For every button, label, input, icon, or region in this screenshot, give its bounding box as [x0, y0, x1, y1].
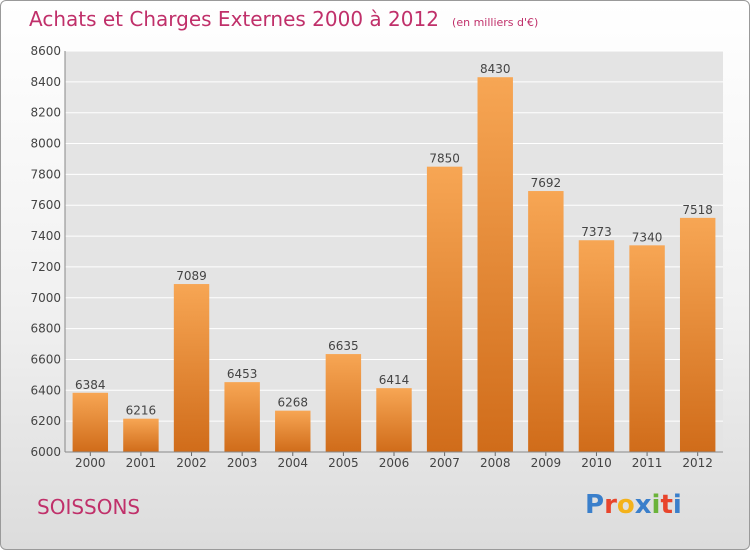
x-tick-label: 2002: [176, 456, 207, 470]
bar-2005: [325, 354, 362, 452]
logo-letter: i: [651, 490, 661, 520]
data-label: 7373: [581, 225, 612, 239]
bar-2000: [72, 392, 109, 452]
chart-unit: (en milliers d'€): [452, 16, 539, 29]
data-label: 6453: [227, 367, 258, 381]
y-tick-label: 8200: [30, 106, 61, 120]
bar-2003: [224, 382, 260, 452]
x-tick-label: 2006: [379, 456, 410, 470]
y-tick-label: 8000: [30, 137, 61, 151]
x-tick-label: 2008: [480, 456, 511, 470]
bar-2004: [275, 410, 311, 452]
y-tick-label: 7200: [30, 260, 61, 274]
logo-letter: x: [634, 490, 652, 520]
chart-header: Achats et Charges Externes 2000 à 2012 (…: [29, 7, 538, 31]
data-label: 6384: [75, 378, 106, 392]
data-label: 7340: [632, 230, 663, 244]
bar-2011: [629, 245, 665, 452]
bar-2007: [426, 166, 463, 452]
bar-2002: [173, 284, 210, 452]
x-tick-label: 2007: [429, 456, 460, 470]
x-tick-label: 2009: [531, 456, 562, 470]
x-tick-label: 2004: [277, 456, 308, 470]
y-tick-label: 7600: [30, 198, 61, 212]
data-label: 7850: [429, 152, 460, 166]
data-label: 6635: [328, 339, 359, 353]
proxiti-logo: Proxiti: [585, 490, 682, 520]
bar-2012: [679, 217, 716, 452]
chart-title: Achats et Charges Externes 2000 à 2012: [29, 7, 439, 31]
bar-2001: [123, 418, 159, 452]
plot-area: 6000 6200 6400 6600 6800 7000 7200 7400 7600 7800…: [30, 44, 723, 470]
x-tick-label: 2011: [632, 456, 663, 470]
logo-letter: P: [585, 490, 605, 520]
y-tick-label: 6200: [30, 414, 61, 428]
y-tick-label: 6000: [30, 445, 61, 459]
y-tick-label: 7400: [30, 229, 61, 243]
y-tick-label: 6600: [30, 352, 61, 366]
x-tick-label: 2005: [328, 456, 359, 470]
y-tick-label: 8600: [30, 44, 61, 58]
bar-2009: [528, 191, 564, 452]
x-tick-label: 2001: [126, 456, 157, 470]
bar-2006: [376, 388, 412, 452]
y-tick-label: 6800: [30, 322, 61, 336]
y-tick-label: 6400: [30, 383, 61, 397]
city-name: SOISSONS: [37, 495, 141, 519]
data-label: 6268: [277, 396, 308, 410]
y-tick-label: 8400: [30, 75, 61, 89]
data-label: 8430: [480, 62, 511, 76]
bar-2010: [578, 240, 615, 452]
y-tick-label: 7000: [30, 291, 61, 305]
y-tick-label: 7800: [30, 167, 61, 181]
logo-letter: r: [604, 490, 617, 520]
x-tick-label: 2010: [581, 456, 612, 470]
logo-letter: i: [672, 490, 682, 520]
logo-letter: o: [616, 490, 635, 520]
data-label: 7518: [682, 203, 713, 217]
data-label: 6414: [379, 373, 410, 387]
data-label: 6216: [126, 404, 157, 418]
data-label: 7692: [531, 176, 562, 190]
x-tick-label: 2012: [682, 456, 713, 470]
logo-letter: t: [660, 490, 673, 520]
bar-2008: [477, 77, 513, 452]
data-label: 7089: [176, 269, 207, 283]
x-tick-label: 2003: [227, 456, 258, 470]
x-tick-label: 2000: [75, 456, 106, 470]
